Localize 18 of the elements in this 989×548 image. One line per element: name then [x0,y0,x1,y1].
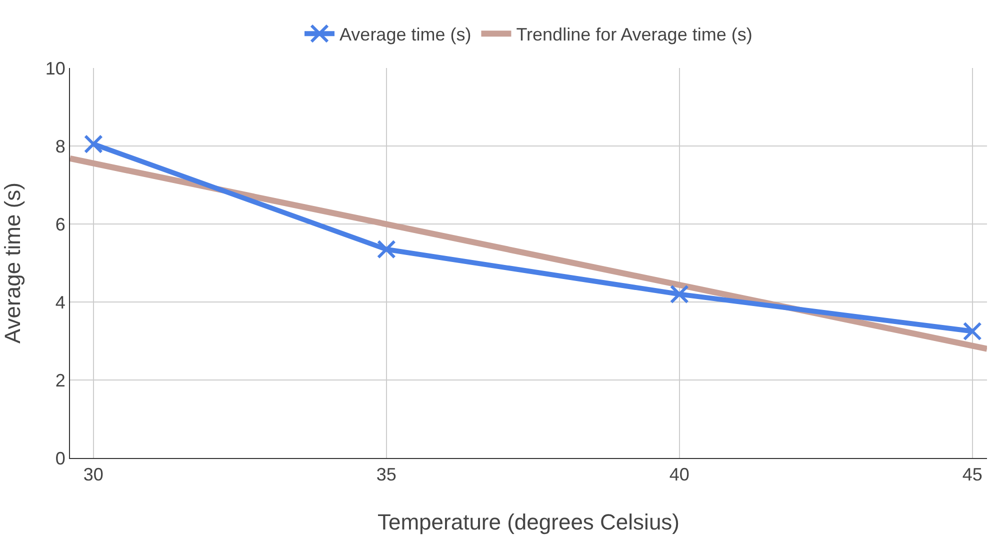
y-tick-label: 0 [55,448,66,468]
point [962,322,982,341]
x-tick-label: 35 [376,464,396,485]
x-tick-label: 40 [669,464,690,485]
y-axis-title: Average time (s) [0,182,25,344]
y-tick-label: 2 [55,370,66,390]
x-axis-title: Temperature (degrees Celsius) [377,510,680,534]
point [670,284,689,304]
y-tick-label: 6 [55,214,66,234]
x-tick-label: 30 [83,464,104,485]
y-tick-label: 10 [45,58,66,78]
point [376,240,396,259]
x-tick-label: 45 [962,464,982,485]
legend-label: Trendline for Average time (s) [516,24,752,45]
y-tick-label: 8 [55,136,66,156]
y-tick-label: 4 [55,292,66,312]
point [84,134,103,154]
legend-label: Average time (s) [340,24,472,45]
